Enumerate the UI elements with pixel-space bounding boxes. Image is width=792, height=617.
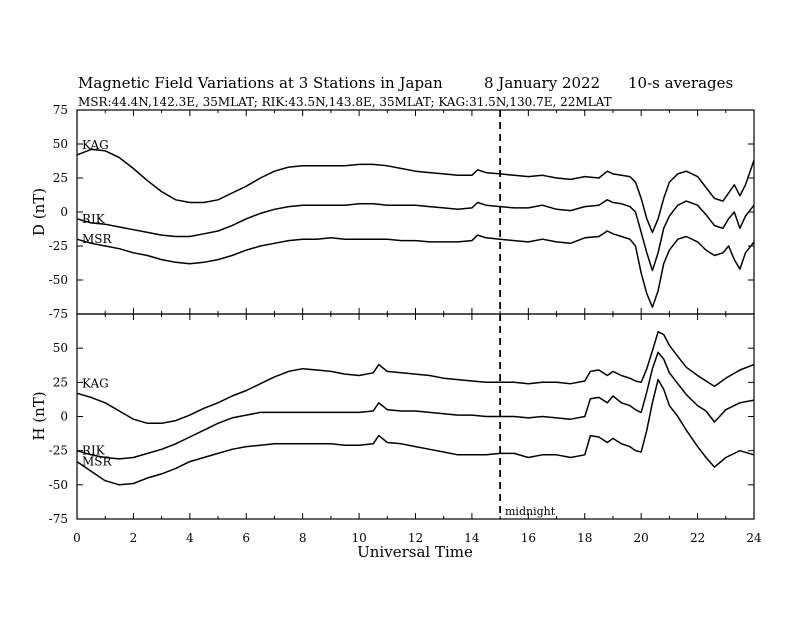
x-tick-label: 18 xyxy=(577,531,592,545)
series-line-rik xyxy=(76,199,755,272)
chart-title: Magnetic Field Variations at 3 Stations … xyxy=(78,74,443,92)
x-tick-label: 16 xyxy=(521,531,536,545)
axes-layer xyxy=(76,109,755,520)
series-label-kag: KAG xyxy=(82,376,109,390)
series-label-rik: RIK xyxy=(82,444,106,458)
x-axis-label: Universal Time xyxy=(357,543,473,561)
x-tick-label: 12 xyxy=(408,531,423,545)
y-tick-label: -50 xyxy=(49,273,68,287)
x-tick-label: 6 xyxy=(242,531,250,545)
series-line-rik xyxy=(76,351,755,460)
series-line-kag xyxy=(76,331,755,425)
x-tick-label: 4 xyxy=(186,531,194,545)
series-label-kag: KAG xyxy=(82,138,109,152)
d-panel-ylabel: D (nT) xyxy=(30,188,48,236)
y-tick-label: 0 xyxy=(60,410,68,424)
series-label-rik: RIK xyxy=(82,212,106,226)
series-line-msr xyxy=(76,378,755,486)
label-layer: 0 2 4 6 8 10 12 14 16 18 20 22 247550250-25-50-75KAG… xyxy=(49,103,762,545)
y-tick-label: 50 xyxy=(53,341,68,355)
series-layer xyxy=(76,148,755,486)
y-tick-label: 75 xyxy=(53,103,68,117)
y-tick-label: 25 xyxy=(53,375,68,389)
x-tick-label: 8 xyxy=(299,531,307,545)
x-tick-label: 24 xyxy=(746,531,762,545)
y-tick-label: 0 xyxy=(60,205,68,219)
x-tick-label: 0 xyxy=(73,531,81,545)
chart-averaging: 10-s averages xyxy=(628,74,733,92)
x-tick-label: 20 xyxy=(634,531,649,545)
chart-subtitle: MSR:44.4N,142.3E, 35MLAT; RIK:43.5N,143.… xyxy=(78,95,612,109)
y-tick-label: -25 xyxy=(49,444,68,458)
y-tick-label: 25 xyxy=(53,171,68,185)
series-line-kag xyxy=(76,148,755,234)
y-tick-label: -75 xyxy=(49,512,68,526)
chart-date: 8 January 2022 xyxy=(484,74,600,92)
x-tick-label: 14 xyxy=(464,531,480,545)
h-panel-frame xyxy=(76,313,755,520)
midnight-label: midnight xyxy=(505,505,556,518)
y-tick-label: 50 xyxy=(53,137,68,151)
y-tick-label: -50 xyxy=(49,478,68,492)
x-tick-label: 22 xyxy=(690,531,705,545)
series-label-msr: MSR xyxy=(82,232,113,246)
y-tick-label: -75 xyxy=(49,307,68,321)
d-panel-frame xyxy=(76,109,755,315)
x-tick-label: 10 xyxy=(351,531,366,545)
series-line-msr xyxy=(76,230,755,308)
y-tick-label: -25 xyxy=(49,239,68,253)
series-label-msr: MSR xyxy=(82,455,113,469)
x-tick-label: 2 xyxy=(130,531,138,545)
h-panel-ylabel: H (nT) xyxy=(30,391,48,440)
